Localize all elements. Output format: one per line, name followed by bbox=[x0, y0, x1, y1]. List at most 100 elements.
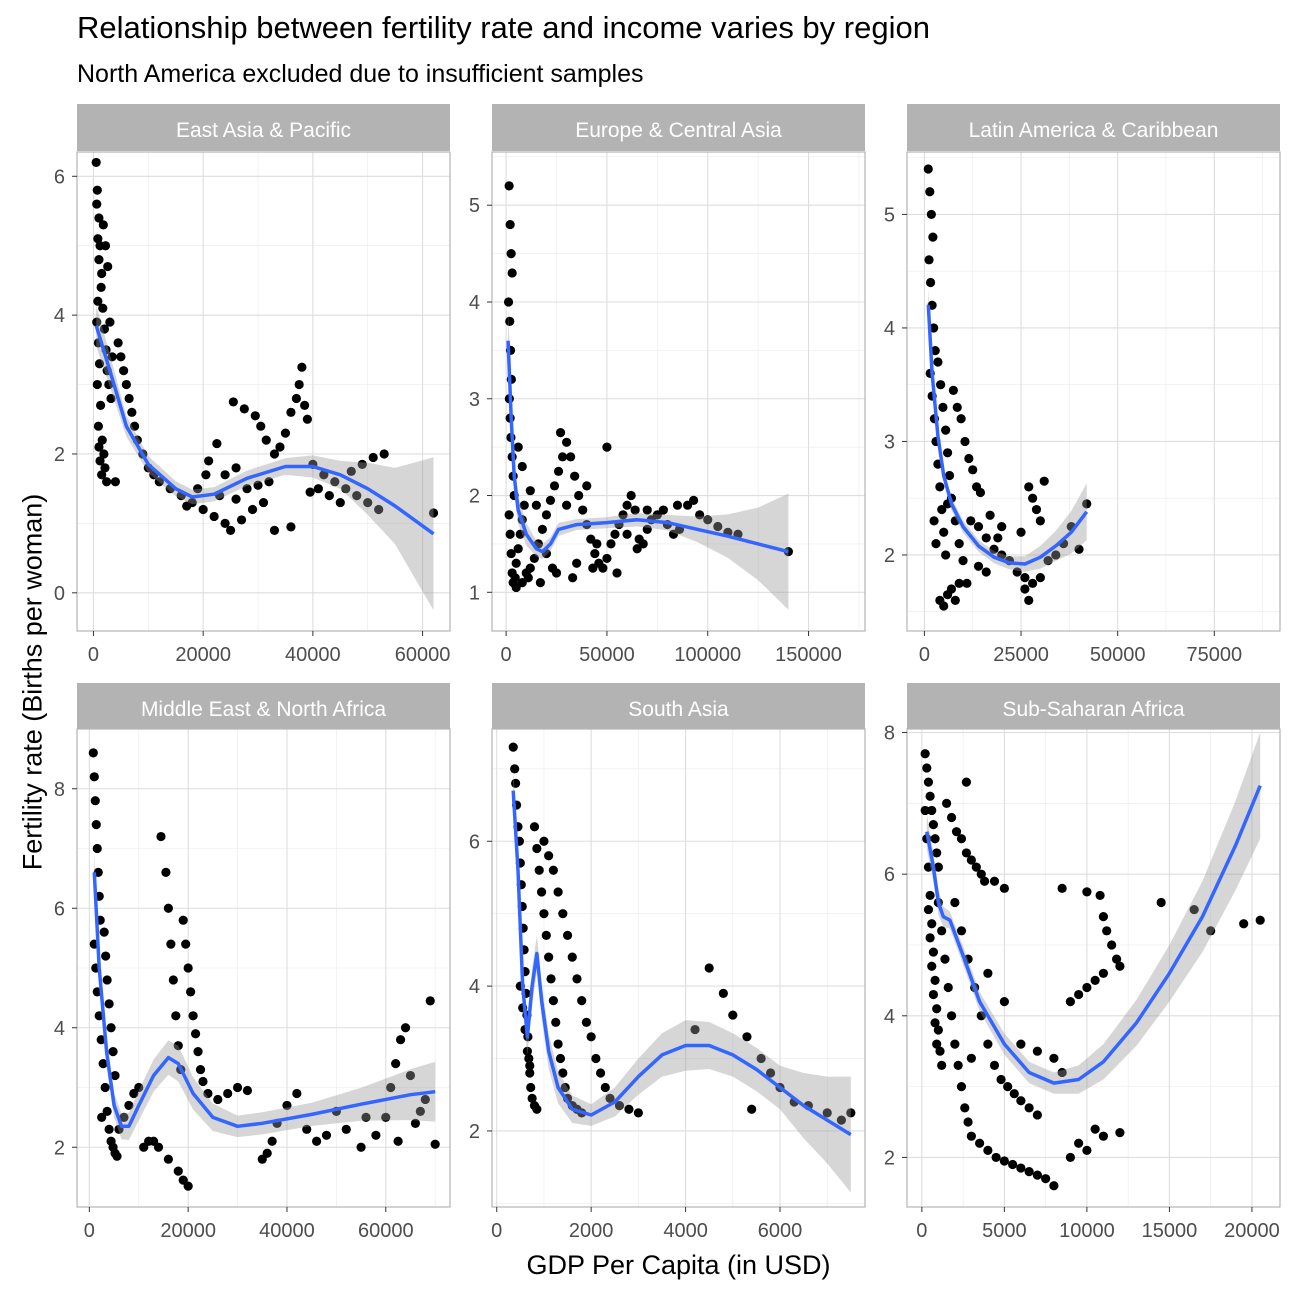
data-point bbox=[658, 505, 668, 515]
data-point bbox=[747, 1104, 757, 1114]
data-point bbox=[549, 481, 560, 491]
data-point bbox=[291, 393, 302, 404]
data-point bbox=[960, 436, 970, 447]
data-point bbox=[614, 1101, 625, 1111]
data-point bbox=[535, 578, 545, 588]
data-point bbox=[88, 748, 98, 758]
data-point bbox=[765, 1068, 776, 1078]
data-point bbox=[577, 995, 587, 1006]
data-point bbox=[946, 584, 957, 594]
data-point bbox=[1049, 1181, 1059, 1191]
data-point bbox=[1020, 573, 1030, 583]
data-point bbox=[513, 544, 523, 554]
data-point bbox=[420, 1094, 430, 1105]
data-point bbox=[294, 379, 304, 390]
data-point bbox=[935, 482, 945, 492]
facet-panel: Middle East & North Africa 0 20000 40000 600… bbox=[54, 683, 451, 1242]
data-point bbox=[203, 1088, 213, 1099]
data-point bbox=[1051, 550, 1061, 560]
data-point bbox=[1009, 1089, 1019, 1099]
data-point bbox=[930, 834, 940, 844]
data-point bbox=[156, 831, 166, 842]
x-tick-label: 20000 bbox=[1224, 1220, 1280, 1242]
data-point bbox=[161, 867, 171, 878]
data-point bbox=[171, 1011, 181, 1021]
data-point bbox=[1016, 1039, 1026, 1049]
data-point bbox=[541, 930, 551, 941]
data-point bbox=[195, 1064, 206, 1075]
data-point bbox=[1112, 954, 1122, 964]
data-point bbox=[346, 466, 356, 476]
data-point bbox=[1024, 595, 1034, 605]
data-point bbox=[602, 442, 612, 452]
data-point bbox=[173, 1041, 183, 1051]
data-point bbox=[704, 963, 714, 973]
data-point bbox=[927, 919, 937, 929]
data-point bbox=[94, 255, 104, 265]
data-point bbox=[98, 303, 108, 313]
data-point bbox=[956, 1082, 967, 1092]
data-point bbox=[931, 538, 941, 549]
data-point bbox=[89, 772, 99, 782]
x-tick-label: 60000 bbox=[358, 1220, 414, 1242]
data-point bbox=[112, 1151, 122, 1161]
data-point bbox=[993, 533, 1003, 543]
data-point bbox=[925, 933, 935, 943]
data-point bbox=[624, 1104, 634, 1114]
data-point bbox=[166, 939, 176, 949]
data-point bbox=[942, 448, 953, 458]
data-point bbox=[430, 1139, 440, 1149]
data-point bbox=[99, 449, 109, 459]
data-point bbox=[93, 234, 103, 244]
data-point bbox=[927, 805, 937, 816]
data-point bbox=[935, 1046, 945, 1056]
data-point bbox=[239, 404, 249, 414]
y-tick-label: 2 bbox=[469, 1121, 480, 1143]
y-tick-label: 0 bbox=[54, 583, 65, 605]
data-point bbox=[928, 820, 939, 830]
data-point bbox=[586, 1032, 596, 1042]
facet-strip bbox=[907, 104, 1280, 151]
data-point bbox=[622, 529, 632, 539]
data-point bbox=[1043, 556, 1053, 566]
data-point bbox=[352, 491, 362, 501]
data-point bbox=[950, 1039, 960, 1049]
data-point bbox=[381, 1112, 391, 1122]
data-point bbox=[264, 477, 274, 487]
x-tick-label: 20000 bbox=[175, 644, 231, 666]
data-point bbox=[989, 876, 1000, 886]
data-point bbox=[1035, 573, 1045, 583]
data-point bbox=[228, 397, 238, 407]
data-point bbox=[517, 461, 527, 472]
facet-panel: South Asia 0 2000 4000 6000 2 4 6 bbox=[469, 683, 866, 1242]
data-point bbox=[1020, 584, 1030, 594]
data-point bbox=[689, 495, 699, 505]
data-point bbox=[232, 1082, 243, 1093]
data-point bbox=[410, 1118, 421, 1128]
data-point bbox=[1082, 887, 1092, 897]
data-point bbox=[940, 954, 950, 964]
data-point bbox=[223, 1088, 233, 1099]
y-tick-label: 5 bbox=[469, 195, 480, 217]
data-point bbox=[124, 1100, 134, 1111]
data-point bbox=[618, 510, 628, 520]
data-point bbox=[305, 487, 315, 497]
panel-border bbox=[76, 151, 451, 632]
data-point bbox=[941, 425, 951, 435]
data-point bbox=[98, 220, 108, 230]
data-point bbox=[551, 1017, 561, 1027]
data-point bbox=[923, 904, 934, 915]
data-point bbox=[93, 421, 103, 431]
x-tick-label: 0 bbox=[491, 1220, 502, 1242]
data-point bbox=[391, 1059, 401, 1069]
data-point bbox=[297, 362, 307, 372]
data-point bbox=[97, 470, 107, 480]
data-point bbox=[539, 909, 549, 919]
data-point bbox=[954, 538, 964, 549]
y-tick-label: 4 bbox=[469, 292, 480, 314]
data-point bbox=[182, 501, 192, 511]
data-point bbox=[168, 975, 178, 985]
data-point bbox=[101, 951, 111, 961]
data-point bbox=[588, 563, 598, 573]
y-tick-label: 4 bbox=[54, 1018, 65, 1040]
